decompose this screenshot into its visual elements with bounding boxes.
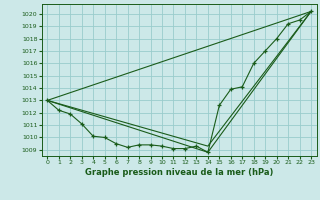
X-axis label: Graphe pression niveau de la mer (hPa): Graphe pression niveau de la mer (hPa) bbox=[85, 168, 273, 177]
